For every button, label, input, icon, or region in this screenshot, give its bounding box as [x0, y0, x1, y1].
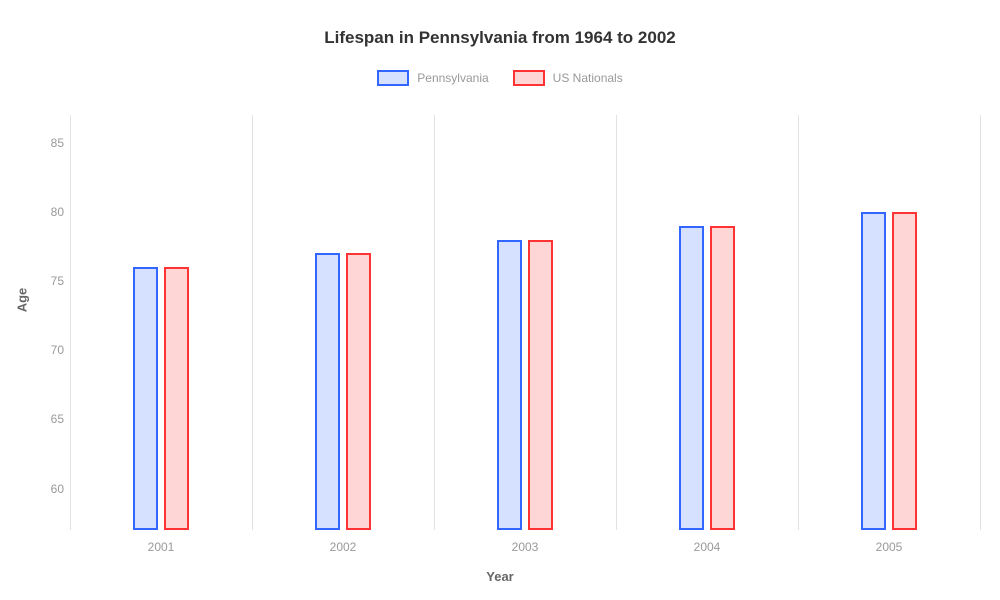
grid-line	[798, 115, 799, 530]
y-axis-label: Age	[15, 288, 30, 313]
bar	[133, 267, 158, 530]
x-tick-label: 2003	[512, 540, 539, 554]
legend-swatch	[377, 70, 409, 86]
bar	[346, 253, 371, 530]
grid-line	[252, 115, 253, 530]
y-tick-label: 75	[32, 274, 64, 288]
bar	[497, 240, 522, 531]
grid-line	[70, 115, 71, 530]
grid-line	[980, 115, 981, 530]
x-axis-label: Year	[486, 569, 513, 584]
x-tick-label: 2002	[330, 540, 357, 554]
x-tick-label: 2004	[694, 540, 721, 554]
legend: Pennsylvania US Nationals	[0, 70, 1000, 86]
bar	[528, 240, 553, 531]
legend-item: Pennsylvania	[377, 70, 488, 86]
plot-area: 60657075808520012002200320042005	[70, 115, 980, 530]
y-tick-label: 80	[32, 205, 64, 219]
y-tick-label: 85	[32, 136, 64, 150]
bar	[710, 226, 735, 530]
legend-swatch	[513, 70, 545, 86]
grid-line	[616, 115, 617, 530]
chart-title: Lifespan in Pennsylvania from 1964 to 20…	[0, 0, 1000, 48]
y-tick-label: 65	[32, 412, 64, 426]
bar	[315, 253, 340, 530]
chart-container: Lifespan in Pennsylvania from 1964 to 20…	[0, 0, 1000, 600]
bar	[892, 212, 917, 530]
legend-label: US Nationals	[553, 71, 623, 85]
y-tick-label: 60	[32, 482, 64, 496]
bar	[679, 226, 704, 530]
legend-label: Pennsylvania	[417, 71, 488, 85]
bar	[164, 267, 189, 530]
grid-line	[434, 115, 435, 530]
x-tick-label: 2005	[876, 540, 903, 554]
legend-item: US Nationals	[513, 70, 623, 86]
bar	[861, 212, 886, 530]
y-tick-label: 70	[32, 343, 64, 357]
x-tick-label: 2001	[148, 540, 175, 554]
